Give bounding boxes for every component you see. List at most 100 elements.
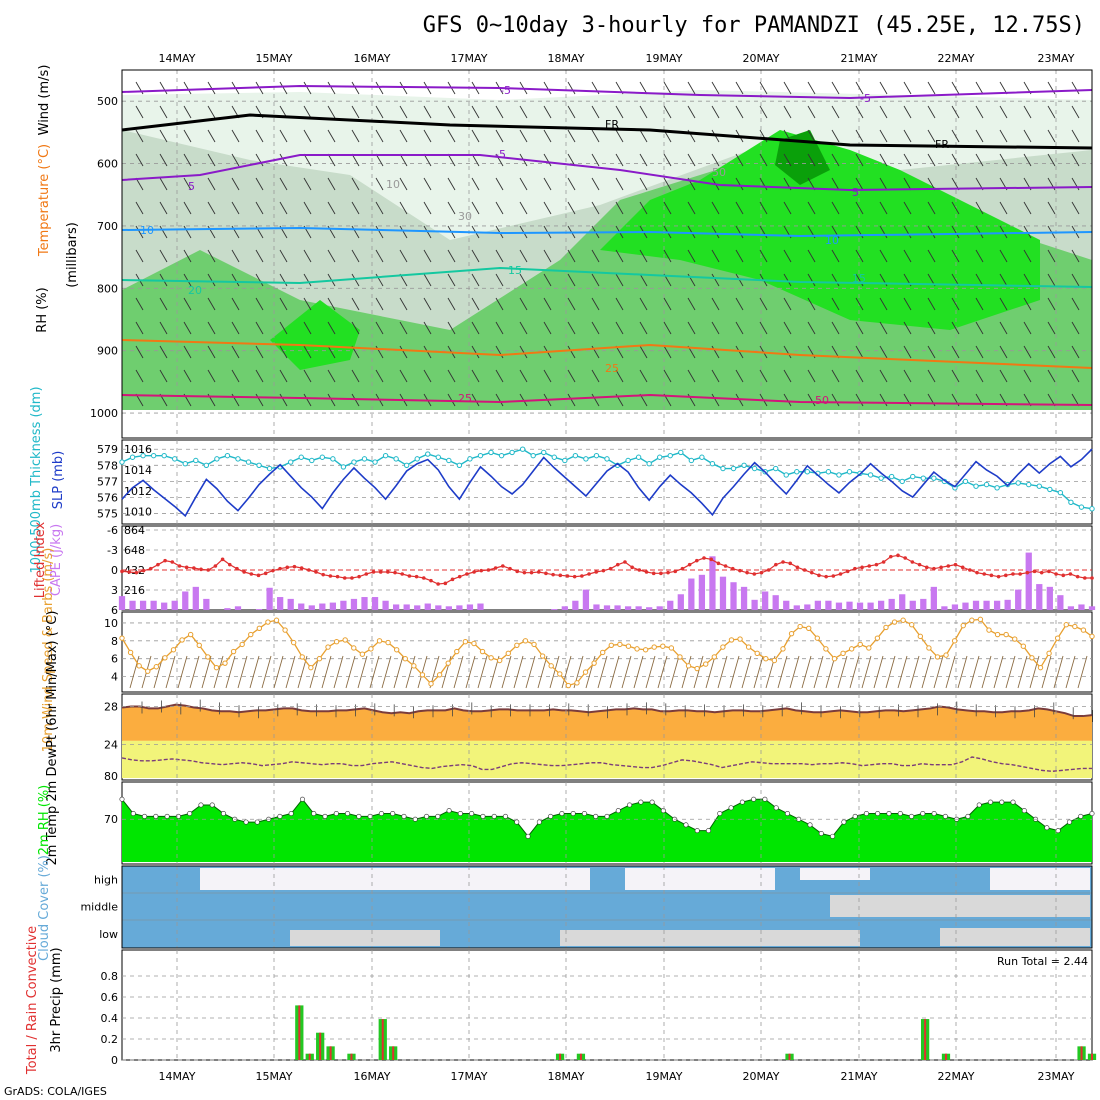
wind-barb xyxy=(663,177,672,191)
wind-barb xyxy=(231,273,240,287)
wind-barb xyxy=(327,345,336,359)
point-wind10 xyxy=(986,627,992,633)
wind10-barb xyxy=(537,655,548,689)
wind-barb xyxy=(663,105,672,119)
isotherm-label: 10 xyxy=(825,234,839,247)
precip-tick: 0.6 xyxy=(101,991,119,1004)
cape-bar xyxy=(762,591,769,610)
wind-barb xyxy=(879,249,888,263)
point-rh2m xyxy=(762,796,768,802)
date-label-top: 19MAY xyxy=(646,52,683,65)
point-thickness xyxy=(962,478,969,485)
wind-barb xyxy=(975,273,984,287)
cape-bar xyxy=(941,606,948,610)
point-lifted-index xyxy=(263,571,268,576)
wind-barb xyxy=(567,105,576,119)
point-rh2m xyxy=(142,813,148,819)
wind-barb xyxy=(495,321,504,335)
point-rh2m xyxy=(1055,828,1061,834)
ylabel-millibars: (millibars) xyxy=(65,222,80,288)
wind-barb xyxy=(471,369,480,383)
wind-barb xyxy=(711,105,720,119)
cape-bar xyxy=(624,606,632,610)
wind-barb xyxy=(855,153,864,167)
wind-barb xyxy=(543,273,552,287)
wind-barb xyxy=(471,177,480,191)
wind-barb xyxy=(927,129,936,143)
point-wind10 xyxy=(127,649,134,656)
wind-barb xyxy=(183,129,192,143)
point-rh2m xyxy=(345,811,351,817)
cape-bar xyxy=(740,586,748,610)
point-rh2m xyxy=(1010,799,1016,805)
lifted-tick: 0 xyxy=(111,564,118,577)
point-thickness xyxy=(382,452,389,459)
precip-panel: 0 0.2 0.4 0.6 0.8 Run Total = 2.44 xyxy=(101,949,1097,1067)
point-rh2m xyxy=(773,805,779,811)
wind-barb xyxy=(255,273,264,287)
wind-barb xyxy=(951,345,960,359)
wind-barb xyxy=(279,393,288,407)
point-rh2m xyxy=(886,811,892,817)
wind-barb xyxy=(999,105,1008,119)
isotherm-label: -5 xyxy=(495,148,506,161)
wind-barb xyxy=(999,321,1008,335)
wind-barb xyxy=(135,201,144,215)
cloud-level-label: middle xyxy=(80,901,118,914)
point-thickness xyxy=(551,454,557,460)
point-lifted-index xyxy=(867,564,872,568)
point-wind10 xyxy=(703,661,709,667)
wind-barb xyxy=(135,297,144,311)
cape-bar xyxy=(751,599,758,610)
date-label-top: 18MAY xyxy=(548,52,585,65)
point-thickness xyxy=(1057,489,1064,496)
point-lifted-index xyxy=(781,560,785,564)
ylabel-cape: CAPE (J/kg) xyxy=(49,524,64,596)
wind10-barb xyxy=(525,655,536,689)
wind-barb xyxy=(831,129,840,143)
wind-barb xyxy=(975,225,984,239)
wind-barb xyxy=(159,177,168,191)
wind10-barb xyxy=(933,655,944,689)
wind10-barb xyxy=(609,655,620,689)
wind-barb xyxy=(927,249,936,263)
point-lifted-index xyxy=(342,576,347,580)
wind-barb xyxy=(303,249,312,263)
wind-barb xyxy=(567,81,576,95)
wind-barb xyxy=(783,81,792,95)
wind-barb xyxy=(1047,153,1056,167)
point-lifted-index xyxy=(400,572,405,576)
point-wind10 xyxy=(539,653,546,659)
point-wind10 xyxy=(505,650,511,657)
point-wind10 xyxy=(368,646,374,652)
point-lifted-index xyxy=(702,556,706,560)
wind-barb xyxy=(1071,321,1080,335)
point-thickness xyxy=(488,449,494,456)
wind-barb xyxy=(519,105,528,119)
point-lifted-index xyxy=(874,562,879,567)
wind-barb xyxy=(231,249,240,263)
ylabel-wind: Wind (m/s) xyxy=(37,65,52,136)
point-lifted-index xyxy=(666,570,670,575)
wind-barb xyxy=(543,129,552,143)
point-lifted-index xyxy=(120,569,124,574)
cloud-frame xyxy=(121,865,1093,949)
point-thickness xyxy=(794,469,800,475)
point-lifted-index xyxy=(953,562,958,567)
wind-barb xyxy=(471,321,480,335)
point-lifted-index xyxy=(680,566,685,571)
wind-barb xyxy=(375,177,384,191)
wind-barb xyxy=(783,273,792,287)
point-rh2m xyxy=(660,808,666,814)
wind-barb xyxy=(207,297,216,311)
point-lifted-index xyxy=(802,568,807,572)
point-thickness xyxy=(910,473,916,480)
precip-conv-bar xyxy=(392,1046,395,1060)
wind-barb xyxy=(759,321,768,335)
point-lifted-index xyxy=(227,562,232,567)
wind-barb xyxy=(567,321,576,335)
cape-bar xyxy=(1036,584,1043,610)
wind-barb xyxy=(543,249,552,263)
point-thickness xyxy=(309,457,315,464)
wind-barb xyxy=(831,81,840,95)
